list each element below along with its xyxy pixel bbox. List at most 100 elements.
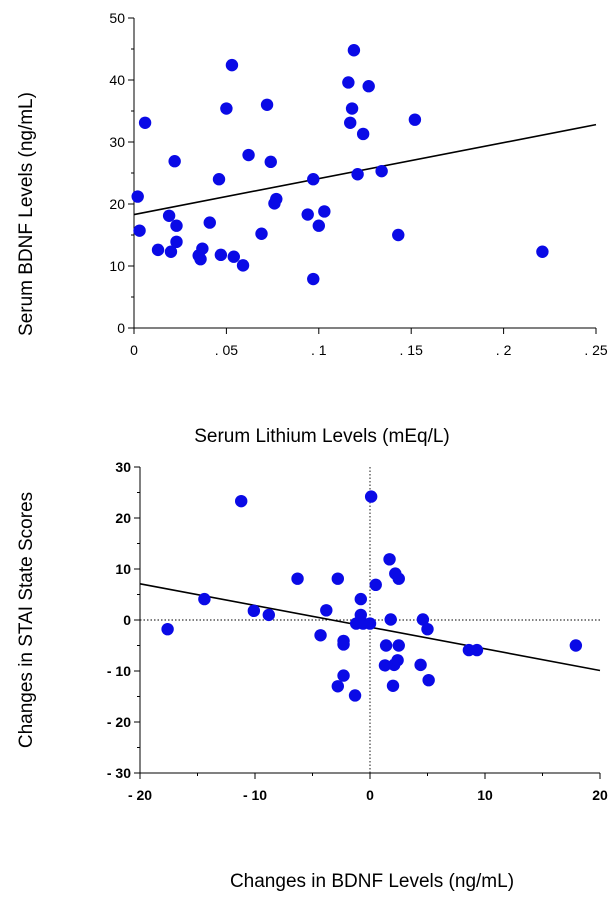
top-data-point bbox=[408, 113, 422, 126]
top-y-tick-label: 20 bbox=[109, 196, 125, 212]
top-y-tick-label: 30 bbox=[109, 134, 125, 150]
top-data-point bbox=[307, 272, 320, 286]
top-data-point bbox=[264, 155, 277, 169]
bottom-x-tick-label: - 10 bbox=[243, 787, 267, 803]
bottom-x-tick-label: - 20 bbox=[128, 787, 152, 803]
bottom-data-point bbox=[379, 639, 393, 652]
bottom-x-axis-title: Changes in BDNF Levels (ng/mL) bbox=[230, 871, 514, 892]
bottom-x-tick-label: 0 bbox=[366, 787, 374, 803]
top-data-point bbox=[260, 98, 274, 112]
bottom-data-point bbox=[569, 639, 583, 652]
bottom-data-point bbox=[391, 654, 404, 667]
top-data-point bbox=[168, 155, 181, 168]
bdnf-stai-change-scatter-plot: - 30 - 20 - 10 0 10 20 30 - 20 - 10 0 10 20 bbox=[107, 459, 608, 803]
bottom-data-point bbox=[364, 490, 378, 503]
top-data-point bbox=[138, 116, 152, 129]
top-data-point bbox=[345, 102, 359, 115]
bottom-data-point bbox=[262, 608, 275, 622]
top-data-point bbox=[164, 245, 178, 258]
bottom-y-tick-label: 20 bbox=[115, 510, 131, 526]
top-data-point bbox=[375, 164, 388, 178]
bottom-data-point bbox=[384, 613, 397, 626]
bottom-y-tick-label: - 30 bbox=[107, 765, 131, 781]
top-data-point bbox=[214, 248, 228, 262]
top-data-point bbox=[536, 245, 549, 258]
top-data-point bbox=[162, 209, 176, 222]
top-data-point bbox=[362, 80, 375, 93]
top-data-point bbox=[270, 192, 283, 206]
bottom-data-point bbox=[320, 604, 333, 617]
bottom-y-tick-label: 0 bbox=[123, 612, 131, 628]
top-data-point bbox=[312, 219, 325, 232]
bottom-data-point bbox=[198, 592, 211, 606]
bottom-data-point bbox=[392, 639, 405, 652]
lithium-bdnf-scatter-plot: 0 10 20 30 40 50 0 . 05 . 1 . 15 . 2 . 25 bbox=[109, 10, 607, 358]
bottom-data-point bbox=[386, 679, 400, 692]
top-data-point bbox=[236, 259, 250, 272]
bottom-data-point bbox=[363, 617, 377, 630]
top-data-point bbox=[344, 116, 357, 129]
bottom-data-point bbox=[337, 669, 350, 682]
bottom-data-point bbox=[247, 604, 261, 618]
bottom-data-point bbox=[235, 494, 248, 508]
bottom-y-tick-label: - 10 bbox=[107, 663, 131, 679]
top-data-point bbox=[356, 127, 370, 141]
top-data-point bbox=[196, 242, 209, 255]
top-y-tick-label: 0 bbox=[117, 320, 125, 336]
bottom-data-point bbox=[161, 622, 174, 636]
top-data-point bbox=[131, 190, 144, 203]
bottom-data-point bbox=[331, 572, 344, 585]
bottom-data-point bbox=[383, 553, 396, 566]
top-data-point bbox=[225, 58, 239, 72]
top-y-axis-title: Serum BDNF Levels (ng/mL) bbox=[16, 92, 37, 336]
top-data-point bbox=[212, 173, 226, 186]
top-data-point bbox=[220, 102, 233, 115]
bottom-data-point bbox=[378, 659, 392, 672]
bottom-data-point bbox=[416, 613, 430, 626]
top-data-point bbox=[151, 243, 165, 257]
bottom-data-point bbox=[331, 680, 344, 693]
top-data-point bbox=[194, 252, 207, 266]
top-data-point bbox=[242, 148, 255, 162]
top-x-tick-label: . 1 bbox=[311, 342, 327, 358]
top-y-tick-label: 10 bbox=[109, 258, 125, 274]
top-data-point bbox=[255, 227, 268, 240]
top-data-point bbox=[307, 173, 320, 186]
top-x-tick-label: . 05 bbox=[215, 342, 239, 358]
bottom-y-axis-title: Changes in STAI State Scores bbox=[16, 492, 37, 748]
bottom-data-point bbox=[392, 572, 405, 585]
bottom-data-point bbox=[354, 592, 367, 606]
bottom-x-tick-label: 10 bbox=[477, 787, 493, 803]
top-data-point bbox=[170, 235, 183, 249]
top-x-tick-label: . 15 bbox=[400, 342, 424, 358]
bottom-data-point bbox=[421, 622, 434, 636]
bottom-data-point bbox=[422, 673, 435, 687]
bottom-x-tick-label: 20 bbox=[592, 787, 608, 803]
top-x-tick-label: . 2 bbox=[496, 342, 512, 358]
bottom-data-point bbox=[337, 638, 350, 651]
top-y-tick-label: 50 bbox=[109, 10, 125, 26]
bottom-data-point bbox=[348, 689, 362, 702]
top-regression-line bbox=[133, 123, 597, 216]
top-data-point bbox=[133, 224, 146, 237]
top-data-point bbox=[203, 216, 216, 229]
bottom-data-point bbox=[314, 629, 327, 642]
top-y-tick-label: 40 bbox=[109, 72, 125, 88]
top-x-axis-title: Serum Lithium Levels (mEq/L) bbox=[194, 426, 450, 447]
top-data-point bbox=[301, 208, 314, 221]
top-x-tick-label: . 25 bbox=[584, 342, 608, 358]
top-data-point bbox=[342, 76, 355, 89]
bottom-y-tick-label: - 20 bbox=[107, 714, 131, 730]
top-data-point bbox=[392, 228, 405, 242]
bottom-data-point bbox=[470, 643, 484, 657]
bottom-y-tick-label: 10 bbox=[115, 561, 131, 577]
bottom-y-tick-label: 30 bbox=[115, 459, 131, 475]
top-x-tick-label: 0 bbox=[130, 342, 138, 358]
top-data-point bbox=[318, 205, 331, 218]
top-data-point bbox=[347, 44, 361, 57]
top-data-point bbox=[227, 250, 240, 263]
top-data-point bbox=[170, 219, 183, 232]
bottom-data-point bbox=[369, 578, 382, 592]
bottom-data-point bbox=[291, 572, 304, 585]
